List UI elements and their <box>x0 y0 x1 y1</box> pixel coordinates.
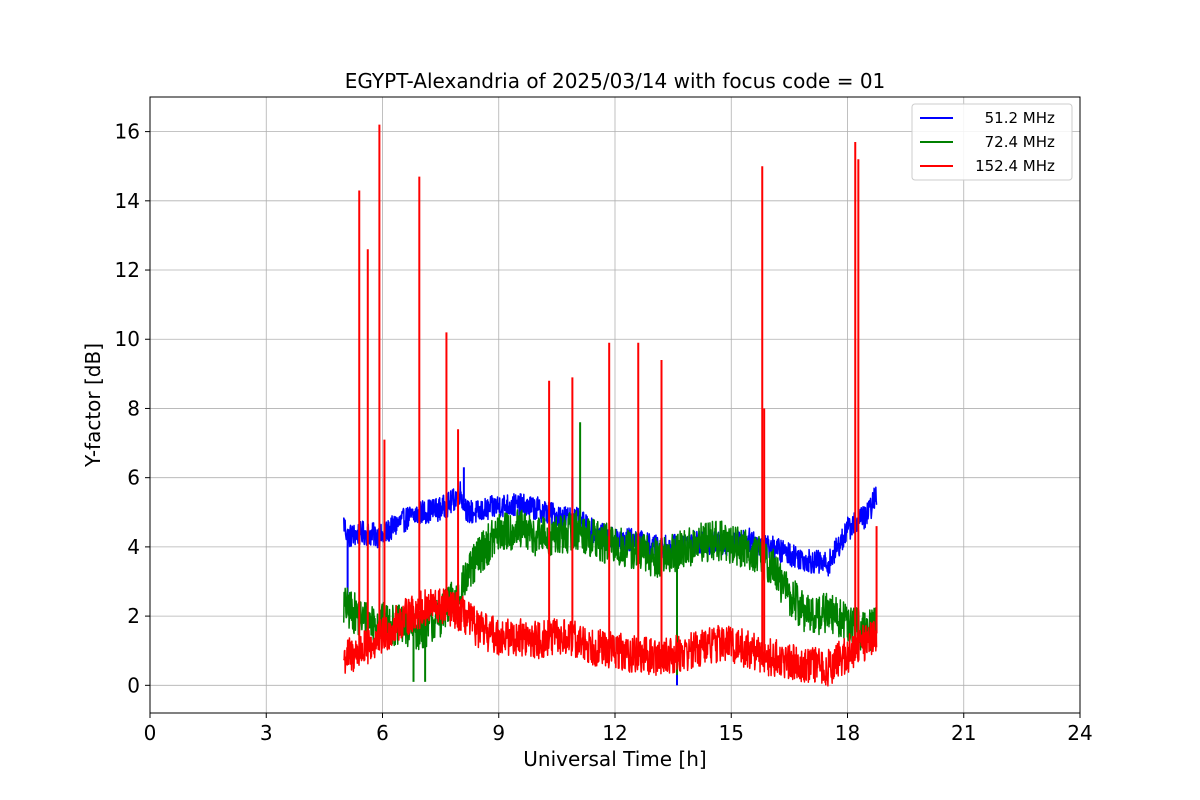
legend: 51.2 MHz 72.4 MHz 152.4 MHz <box>911 103 1073 181</box>
x-tick-label: 24 <box>1067 721 1092 745</box>
y-tick-label: 6 <box>127 466 140 490</box>
x-tick-label: 21 <box>951 721 976 745</box>
y-tick-label: 0 <box>127 673 140 697</box>
x-axis-label: Universal Time [h] <box>523 747 706 771</box>
x-axis: 0 3 6 9 12 15 18 21 24 <box>144 713 1093 745</box>
chart-title: EGYPT-Alexandria of 2025/03/14 with focu… <box>345 69 886 93</box>
plot-frame <box>149 96 1081 714</box>
series-layer <box>343 124 878 687</box>
y-tick-label: 10 <box>115 327 140 351</box>
x-tick-label: 9 <box>492 721 505 745</box>
x-tick-label: 15 <box>719 721 744 745</box>
y-tick-label: 2 <box>127 604 140 628</box>
x-tick-label: 18 <box>835 721 860 745</box>
y-tick-label: 16 <box>115 120 140 144</box>
y-tick-label: 12 <box>115 258 140 282</box>
y-tick-label: 14 <box>115 189 140 213</box>
series-2 <box>343 124 878 687</box>
y-tick-label: 4 <box>127 535 140 559</box>
legend-entries: 51.2 MHz 72.4 MHz 152.4 MHz <box>920 109 1055 175</box>
y-tick-label: 8 <box>127 396 140 420</box>
legend-label: 72.4 MHz <box>975 133 1055 151</box>
x-tick-label: 3 <box>260 721 273 745</box>
x-tick-label: 6 <box>376 721 389 745</box>
legend-label: 152.4 MHz <box>975 157 1055 175</box>
y-axis: 0 2 4 6 8 10 12 14 16 <box>115 120 150 697</box>
legend-label: 51.2 MHz <box>975 109 1055 127</box>
x-tick-label: 12 <box>602 721 627 745</box>
y-axis-label: Y-factor [dB] <box>81 343 105 468</box>
x-tick-label: 0 <box>144 721 157 745</box>
legend-box <box>911 103 1073 181</box>
